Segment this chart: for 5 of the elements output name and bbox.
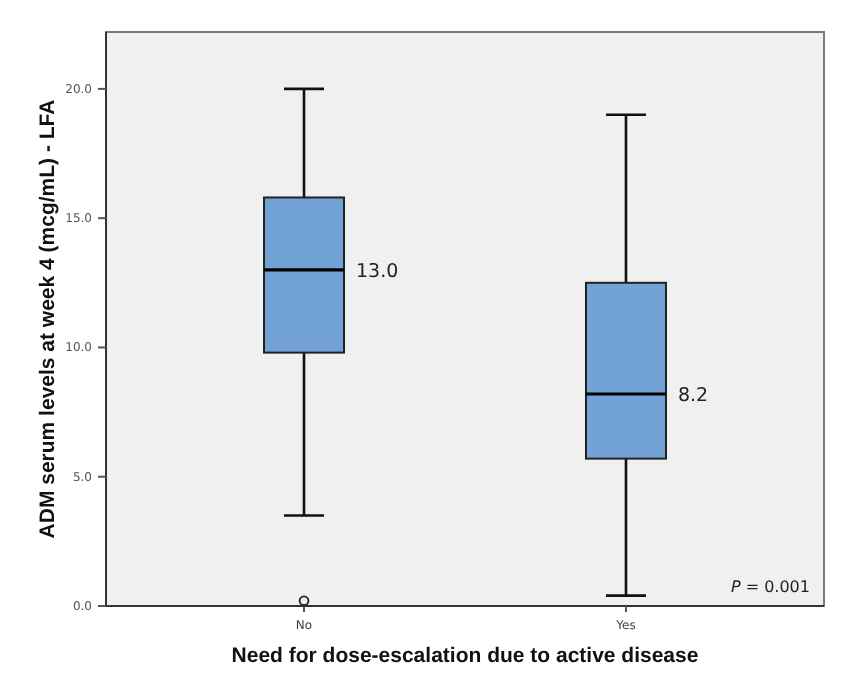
y-axis-title: ADM serum levels at week 4 (mcg/mL) - LFA [36, 98, 60, 539]
annotation: P = 0.001 [730, 578, 810, 596]
annotation: 13.0 [356, 260, 399, 283]
annotation: 8.2 [677, 384, 709, 407]
x-axis-title: Need for dose-escalation due to active disease [231, 644, 699, 668]
